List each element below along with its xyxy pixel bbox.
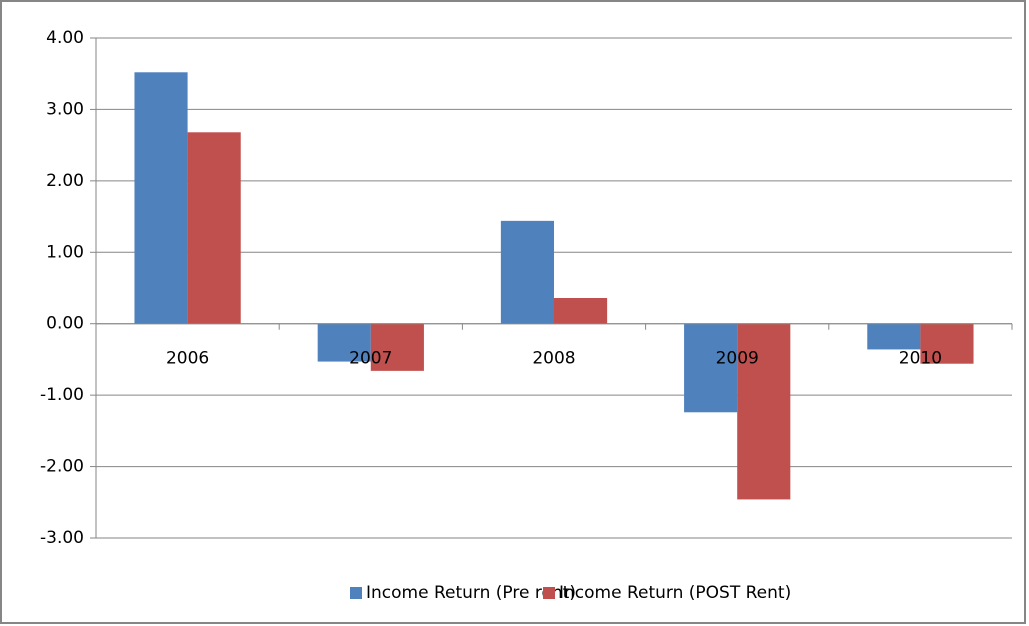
bar (134, 72, 188, 324)
y-tick-label: 0.00 (46, 314, 84, 334)
bar (370, 323, 424, 371)
y-tick-label: -3.00 (40, 528, 84, 548)
bar (187, 132, 241, 324)
y-tick-label: 3.00 (46, 99, 84, 119)
bar (867, 323, 921, 350)
legend-swatch (543, 587, 555, 599)
x-tick-label: 2008 (532, 349, 575, 369)
y-tick-label: -1.00 (40, 385, 84, 405)
x-tick-label: 2009 (716, 349, 759, 369)
bar (554, 298, 608, 324)
bar (317, 323, 371, 362)
x-tick-label: 2010 (899, 349, 942, 369)
x-tick-label: 2006 (166, 349, 209, 369)
bar (737, 323, 791, 500)
x-tick-label: 2007 (349, 349, 392, 369)
legend-label: Income Return (POST Rent) (559, 583, 791, 603)
bar (684, 323, 738, 413)
bar (920, 323, 974, 364)
y-tick-label: 1.00 (46, 242, 84, 262)
y-tick-label: 2.00 (46, 171, 84, 191)
y-tick-label: 4.00 (46, 28, 84, 48)
bar (500, 220, 554, 324)
legend-label: Income Return (Pre rent) (366, 583, 576, 603)
legend-swatch (350, 587, 362, 599)
y-tick-label: -2.00 (40, 457, 84, 477)
